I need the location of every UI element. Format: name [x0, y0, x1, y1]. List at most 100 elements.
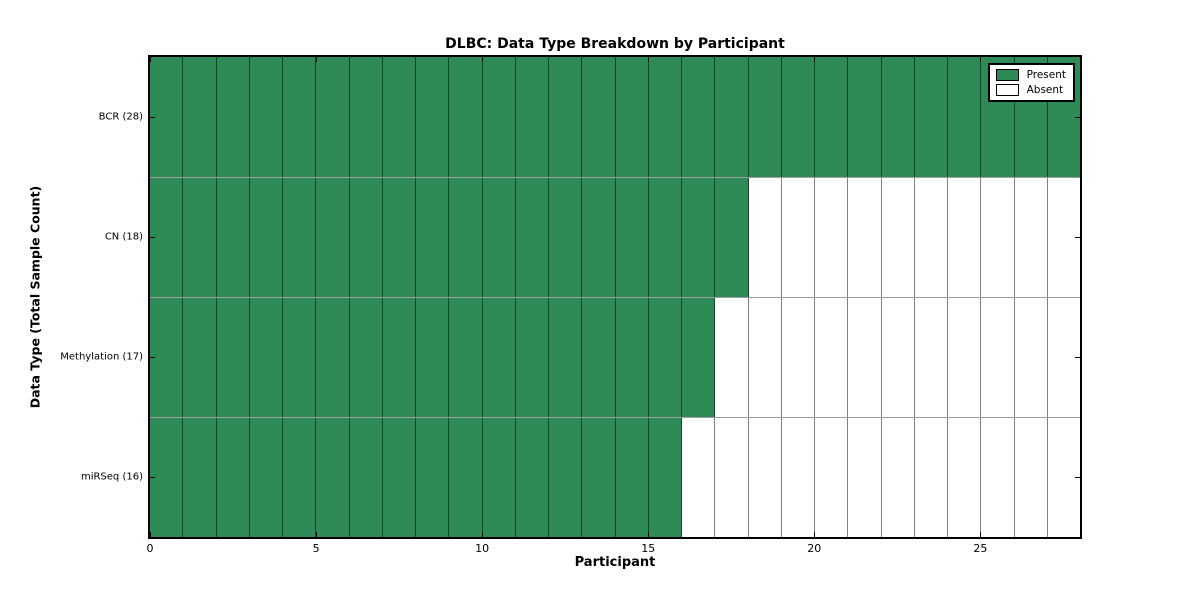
- matrix-cell: [482, 57, 516, 177]
- matrix-cell: [515, 418, 549, 537]
- matrix-cell: [848, 298, 882, 417]
- matrix-cell: [449, 178, 483, 297]
- matrix-cell: [615, 178, 649, 297]
- x-tick-mark: [647, 57, 649, 62]
- matrix-cell: [549, 298, 583, 417]
- data-type-row-bcr: [150, 57, 1080, 177]
- matrix-cell: [615, 57, 649, 177]
- legend-swatch-icon: [995, 84, 1019, 96]
- matrix-cell: [881, 298, 915, 417]
- matrix-cell: [382, 298, 416, 417]
- matrix-cell: [914, 178, 948, 297]
- matrix-cell: [848, 57, 882, 177]
- x-tick-mark: [813, 532, 815, 537]
- y-tick-label: miRSeq (16): [80, 471, 143, 483]
- matrix-cell: [715, 418, 749, 537]
- x-tick-label: 25: [973, 542, 988, 555]
- matrix-cell: [150, 298, 184, 417]
- x-tick-label: 15: [641, 542, 656, 555]
- matrix-cell: [881, 57, 915, 177]
- matrix-cell: [914, 418, 948, 537]
- matrix-cell: [1047, 418, 1080, 537]
- x-tick-mark: [481, 532, 483, 537]
- x-tick-mark: [481, 57, 483, 62]
- matrix-cell: [416, 298, 450, 417]
- matrix-cell: [1014, 418, 1048, 537]
- matrix-cell: [249, 418, 283, 537]
- y-tick-mark: [1075, 476, 1080, 478]
- legend-item-absent: Absent: [995, 84, 1066, 96]
- matrix-cell: [914, 298, 948, 417]
- data-type-row-cn: [150, 177, 1080, 297]
- matrix-cell: [781, 178, 815, 297]
- matrix-cell: [648, 298, 682, 417]
- matrix-cell: [948, 418, 982, 537]
- matrix-cell: [848, 418, 882, 537]
- matrix-cell: [549, 178, 583, 297]
- matrix-cell: [682, 57, 716, 177]
- matrix-cell: [815, 178, 849, 297]
- matrix-cell: [183, 418, 217, 537]
- matrix-cell: [283, 178, 317, 297]
- y-tick-label: CN (18): [104, 231, 143, 243]
- matrix-cell: [382, 418, 416, 537]
- matrix-cell: [382, 57, 416, 177]
- matrix-cell: [648, 57, 682, 177]
- matrix-cell: [183, 178, 217, 297]
- matrix-cell: [416, 418, 450, 537]
- plot-area: Present Absent: [148, 55, 1082, 539]
- matrix-cell: [948, 298, 982, 417]
- matrix-cell: [648, 178, 682, 297]
- matrix-cell: [582, 178, 616, 297]
- matrix-cell: [715, 178, 749, 297]
- matrix-cell: [349, 298, 383, 417]
- matrix-cell: [682, 178, 716, 297]
- x-tick-label: 5: [312, 542, 320, 555]
- matrix-cell: [615, 418, 649, 537]
- x-tick-mark: [647, 532, 649, 537]
- matrix-cell: [682, 418, 716, 537]
- y-tick-label: Methylation (17): [60, 351, 143, 363]
- matrix-cell: [582, 57, 616, 177]
- matrix-cell: [1014, 178, 1048, 297]
- matrix-cell: [815, 57, 849, 177]
- x-tick-mark: [813, 57, 815, 62]
- matrix-cell: [549, 418, 583, 537]
- matrix-cell: [914, 57, 948, 177]
- x-tick-label: 10: [475, 542, 490, 555]
- matrix-cell: [981, 178, 1015, 297]
- matrix-cell: [515, 298, 549, 417]
- legend-label: Absent: [1026, 84, 1064, 96]
- matrix-cell: [748, 57, 782, 177]
- matrix-cell: [482, 418, 516, 537]
- x-tick-mark: [315, 532, 317, 537]
- matrix-cell: [150, 418, 184, 537]
- matrix-cell: [316, 57, 350, 177]
- matrix-cell: [449, 298, 483, 417]
- matrix-cell: [515, 178, 549, 297]
- matrix-cell: [416, 178, 450, 297]
- y-tick-mark: [1075, 116, 1080, 118]
- matrix-cell: [150, 178, 184, 297]
- matrix-cell: [1014, 298, 1048, 417]
- chart-title: DLBC: Data Type Breakdown by Participant: [445, 36, 785, 52]
- matrix-cell: [848, 178, 882, 297]
- matrix-cell: [781, 418, 815, 537]
- matrix-rows: [150, 57, 1080, 537]
- matrix-cell: [349, 418, 383, 537]
- matrix-cell: [981, 418, 1015, 537]
- matrix-cell: [648, 418, 682, 537]
- matrix-cell: [815, 298, 849, 417]
- matrix-cell: [549, 57, 583, 177]
- legend-swatch-icon: [995, 69, 1019, 81]
- matrix-cell: [881, 418, 915, 537]
- y-tick-mark: [150, 116, 155, 118]
- matrix-cell: [249, 298, 283, 417]
- matrix-cell: [615, 298, 649, 417]
- matrix-cell: [715, 298, 749, 417]
- matrix-cell: [283, 298, 317, 417]
- y-tick-mark: [150, 236, 155, 238]
- y-axis-label: Data Type (Total Sample Count): [27, 185, 43, 409]
- matrix-cell: [283, 57, 317, 177]
- matrix-cell: [981, 298, 1015, 417]
